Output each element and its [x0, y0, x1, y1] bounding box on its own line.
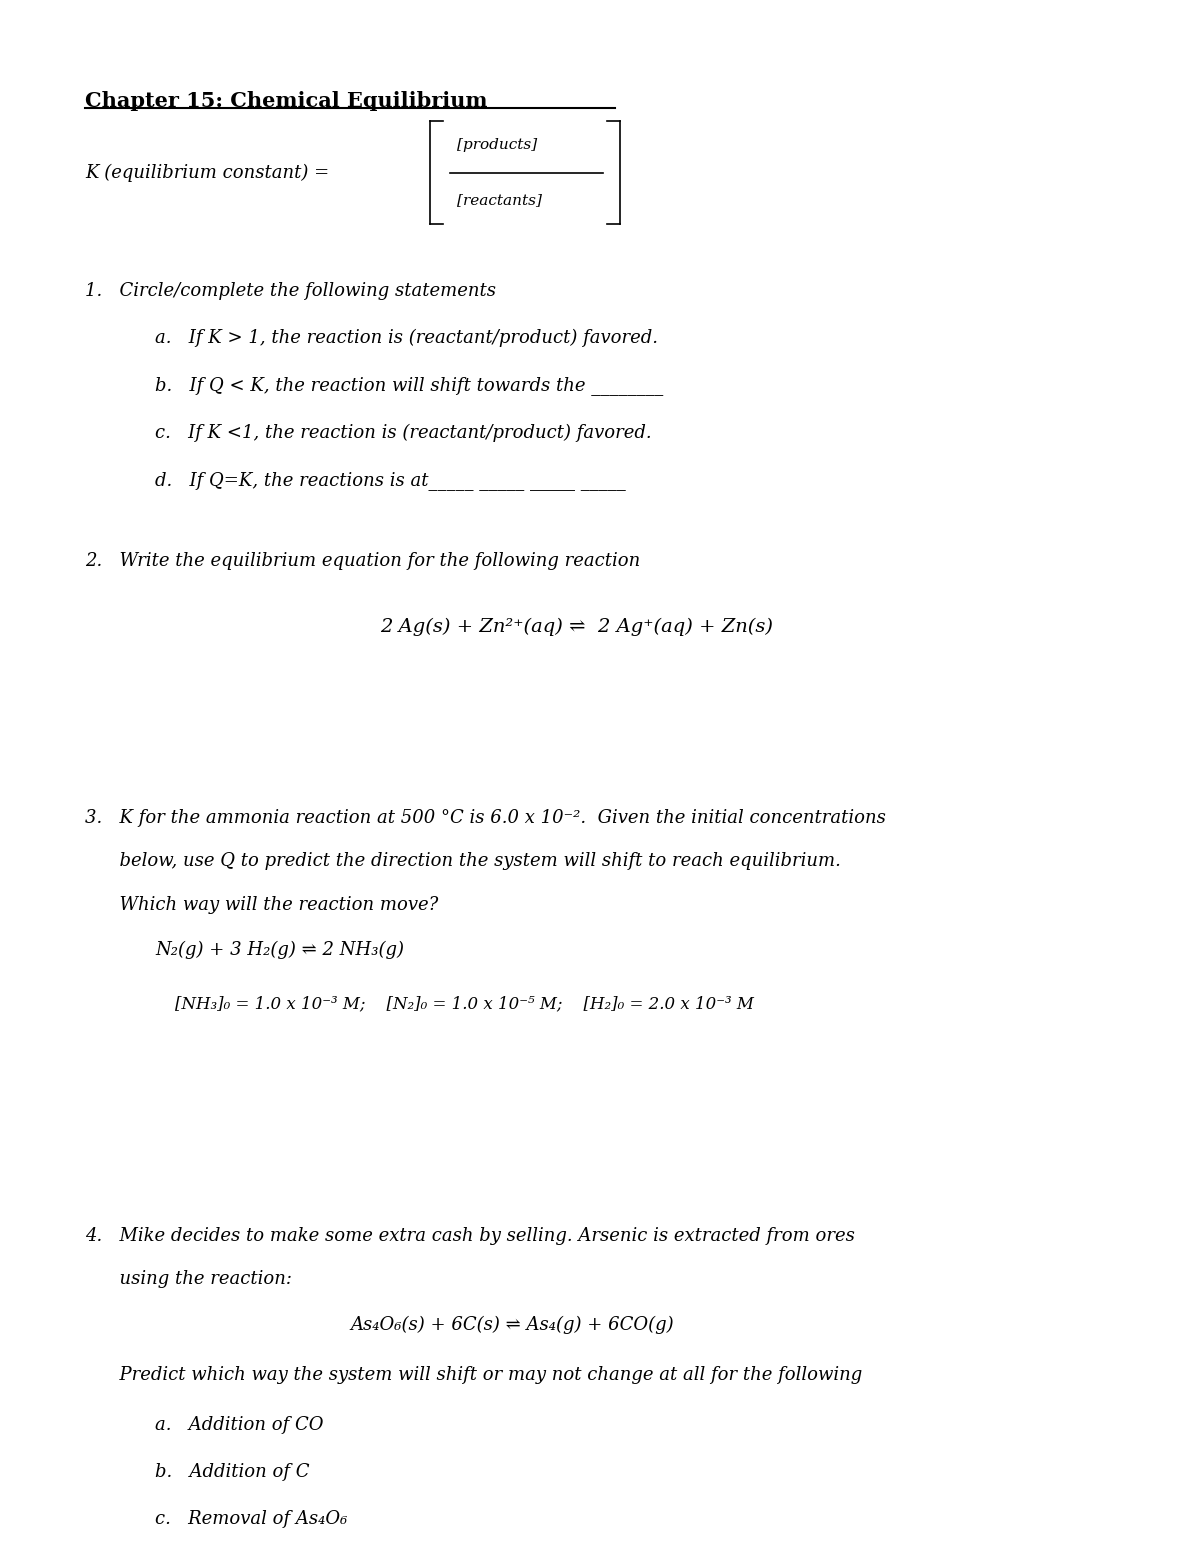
Text: 2 Ag(s) + Zn²⁺(aq) ⇌  2 Ag⁺(aq) + Zn(s): 2 Ag(s) + Zn²⁺(aq) ⇌ 2 Ag⁺(aq) + Zn(s)	[380, 618, 773, 637]
Text: Which way will the reaction move?: Which way will the reaction move?	[85, 896, 438, 913]
Text: b.   If Q < K, the reaction will shift towards the ________: b. If Q < K, the reaction will shift tow…	[155, 376, 664, 394]
Text: Predict which way the system will shift or may not change at all for the followi: Predict which way the system will shift …	[85, 1365, 863, 1384]
Text: 4.   Mike decides to make some extra cash by selling. Arsenic is extracted from : 4. Mike decides to make some extra cash …	[85, 1227, 854, 1244]
Text: below, use Q to predict the direction the system will shift to reach equilibrium: below, use Q to predict the direction th…	[85, 853, 841, 870]
Text: a.   If K > 1, the reaction is (reactant/product) favored.: a. If K > 1, the reaction is (reactant/p…	[155, 329, 658, 348]
Text: N₂(g) + 3 H₂(g) ⇌ 2 NH₃(g): N₂(g) + 3 H₂(g) ⇌ 2 NH₃(g)	[155, 941, 404, 958]
Text: 2.   Write the equilibrium equation for the following reaction: 2. Write the equilibrium equation for th…	[85, 553, 641, 570]
Text: As₄O₆(s) + 6C(s) ⇌ As₄(g) + 6CO(g): As₄O₆(s) + 6C(s) ⇌ As₄(g) + 6CO(g)	[350, 1315, 673, 1334]
Text: 3.   K for the ammonia reaction at 500 °C is 6.0 x 10⁻².  Given the initial conc: 3. K for the ammonia reaction at 500 °C …	[85, 809, 886, 826]
Text: d.   If Q=K, the reactions is at_____ _____ _____ _____: d. If Q=K, the reactions is at_____ ____…	[155, 471, 625, 489]
Text: Chapter 15: Chemical Equilibrium: Chapter 15: Chemical Equilibrium	[85, 92, 487, 110]
Text: [NH₃]₀ = 1.0 x 10⁻³ M;    [N₂]₀ = 1.0 x 10⁻⁵ M;    [H₂]₀ = 2.0 x 10⁻³ M: [NH₃]₀ = 1.0 x 10⁻³ M; [N₂]₀ = 1.0 x 10⁻…	[175, 995, 754, 1013]
Text: [products]: [products]	[457, 138, 538, 152]
Text: b.   Addition of C: b. Addition of C	[155, 1463, 310, 1482]
Text: [reactants]: [reactants]	[457, 193, 542, 207]
Text: K (equilibrium constant) =: K (equilibrium constant) =	[85, 163, 329, 182]
Text: c.   If K <1, the reaction is (reactant/product) favored.: c. If K <1, the reaction is (reactant/pr…	[155, 424, 652, 441]
Text: using the reaction:: using the reaction:	[85, 1270, 292, 1287]
Text: a.   Addition of CO: a. Addition of CO	[155, 1416, 324, 1433]
Text: 1.   Circle/complete the following statements: 1. Circle/complete the following stateme…	[85, 281, 496, 300]
Text: c.   Removal of As₄O₆: c. Removal of As₄O₆	[155, 1510, 347, 1528]
